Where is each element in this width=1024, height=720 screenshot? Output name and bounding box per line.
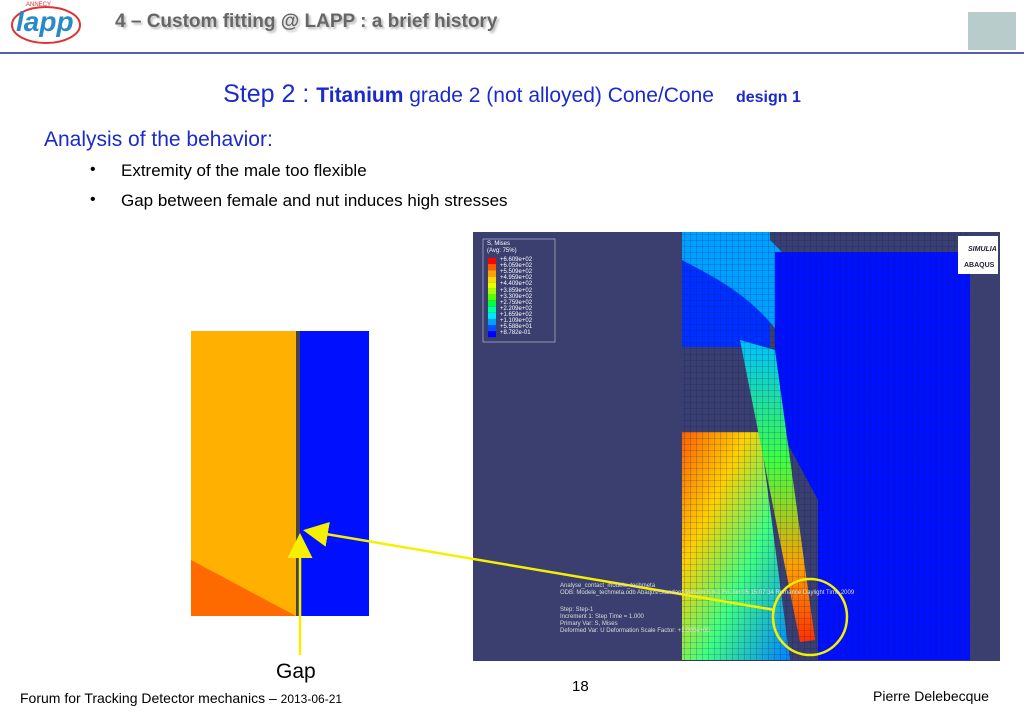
- step-prefix: Step 2 :: [223, 80, 317, 108]
- legend-swatch: [488, 288, 496, 295]
- step-material: Titanium: [316, 84, 404, 107]
- legend-value: +3.859e+02: [500, 287, 533, 294]
- logo: lapp: [16, 6, 74, 37]
- legend-swatch: [488, 331, 496, 338]
- legend-swatch: [488, 312, 496, 319]
- step-title: Step 2 : Titanium grade 2 (not alloyed) …: [0, 80, 1024, 109]
- logo-sub: ANNECY: [26, 2, 52, 8]
- legend-value: +5.509e+02: [500, 269, 533, 276]
- footer-date: 2013-06-21: [280, 692, 343, 706]
- legend-swatch: [488, 319, 496, 325]
- legend-value: +2.209e+02: [500, 305, 533, 312]
- legend-value: +6.609e+02: [500, 257, 533, 263]
- legend-swatch: [488, 258, 496, 264]
- fea-brand-box: [958, 236, 998, 274]
- legend-swatch: [488, 300, 496, 307]
- zoom-stress: [191, 560, 296, 616]
- fea-legend-title: S, Mises: [487, 241, 511, 247]
- analysis-heading: Analysis of the behavior:: [44, 128, 273, 151]
- legend-swatch: [488, 325, 496, 332]
- fea-info-line: Step: Step-1: [560, 607, 594, 613]
- zoom-female: [191, 331, 296, 616]
- footer-author: Pierre Delebecque: [873, 688, 989, 704]
- legend-swatch: [488, 270, 496, 277]
- step-design: design 1: [735, 89, 801, 106]
- legend-swatch: [488, 276, 496, 283]
- legend-swatch: [488, 264, 496, 271]
- highlight-circle: [771, 577, 849, 657]
- bullet-dot: •: [90, 191, 96, 208]
- fea-info-line: Increment 1: Step Time = 1.000: [560, 614, 644, 620]
- legend-swatch: [488, 306, 496, 313]
- gap-label: Gap: [276, 660, 316, 683]
- fea-info-line: Analyse_contact_modele_techmeta: [560, 583, 656, 589]
- header-title: 4 – Custom fitting @ LAPP : a brief hist…: [115, 11, 498, 32]
- footer-forum-text: Forum for Tracking Detector mechanics –: [20, 690, 281, 706]
- header-icon: [968, 12, 1016, 50]
- legend-value: +1.109e+02: [500, 318, 533, 324]
- legend-value: +6.059e+02: [500, 263, 533, 270]
- logo-ring: [11, 6, 81, 44]
- fea-legend-avg: (Avg: 75%): [487, 248, 517, 254]
- legend-value: +3.309e+02: [500, 293, 533, 300]
- step-rest: grade 2 (not alloyed) Cone/Cone: [403, 84, 714, 107]
- legend-value: +4.409e+02: [500, 281, 533, 288]
- legend-value: +4.959e+02: [500, 275, 533, 282]
- bullet-dot: •: [90, 161, 96, 178]
- fea-legend: [488, 258, 496, 338]
- bullet-text: Gap between female and nut induces high …: [121, 191, 508, 210]
- legend-value: +8.782e-01: [500, 330, 531, 337]
- footer-forum: Forum for Tracking Detector mechanics – …: [20, 690, 342, 706]
- legend-value: +2.759e+02: [500, 299, 533, 306]
- zoom-gap: [296, 331, 300, 616]
- pointer-arrow: [303, 522, 776, 612]
- page-number: 18: [572, 678, 589, 695]
- legend-value: +5.588e+01: [500, 324, 533, 331]
- bullet-text: Extremity of the male too flexible: [121, 161, 367, 180]
- fea-mesh: [682, 232, 970, 661]
- fea-info-line: ODB: Modele_techmeta.odb Abaqus/Standard…: [560, 590, 855, 596]
- legend-swatch: [488, 294, 496, 301]
- fea-info-line: Deformed Var: U Deformation Scale Factor…: [560, 628, 710, 634]
- legend-value: +1.659e+02: [500, 311, 533, 318]
- fea-legend-box: [482, 238, 556, 343]
- zoom-nut: [300, 331, 369, 616]
- fea-brand: SIMULIA: [968, 246, 997, 253]
- fea-brand: ABAQUS: [964, 262, 995, 269]
- fea-info-line: Primary Var: S, Mises: [560, 621, 618, 627]
- legend-swatch: [488, 282, 496, 289]
